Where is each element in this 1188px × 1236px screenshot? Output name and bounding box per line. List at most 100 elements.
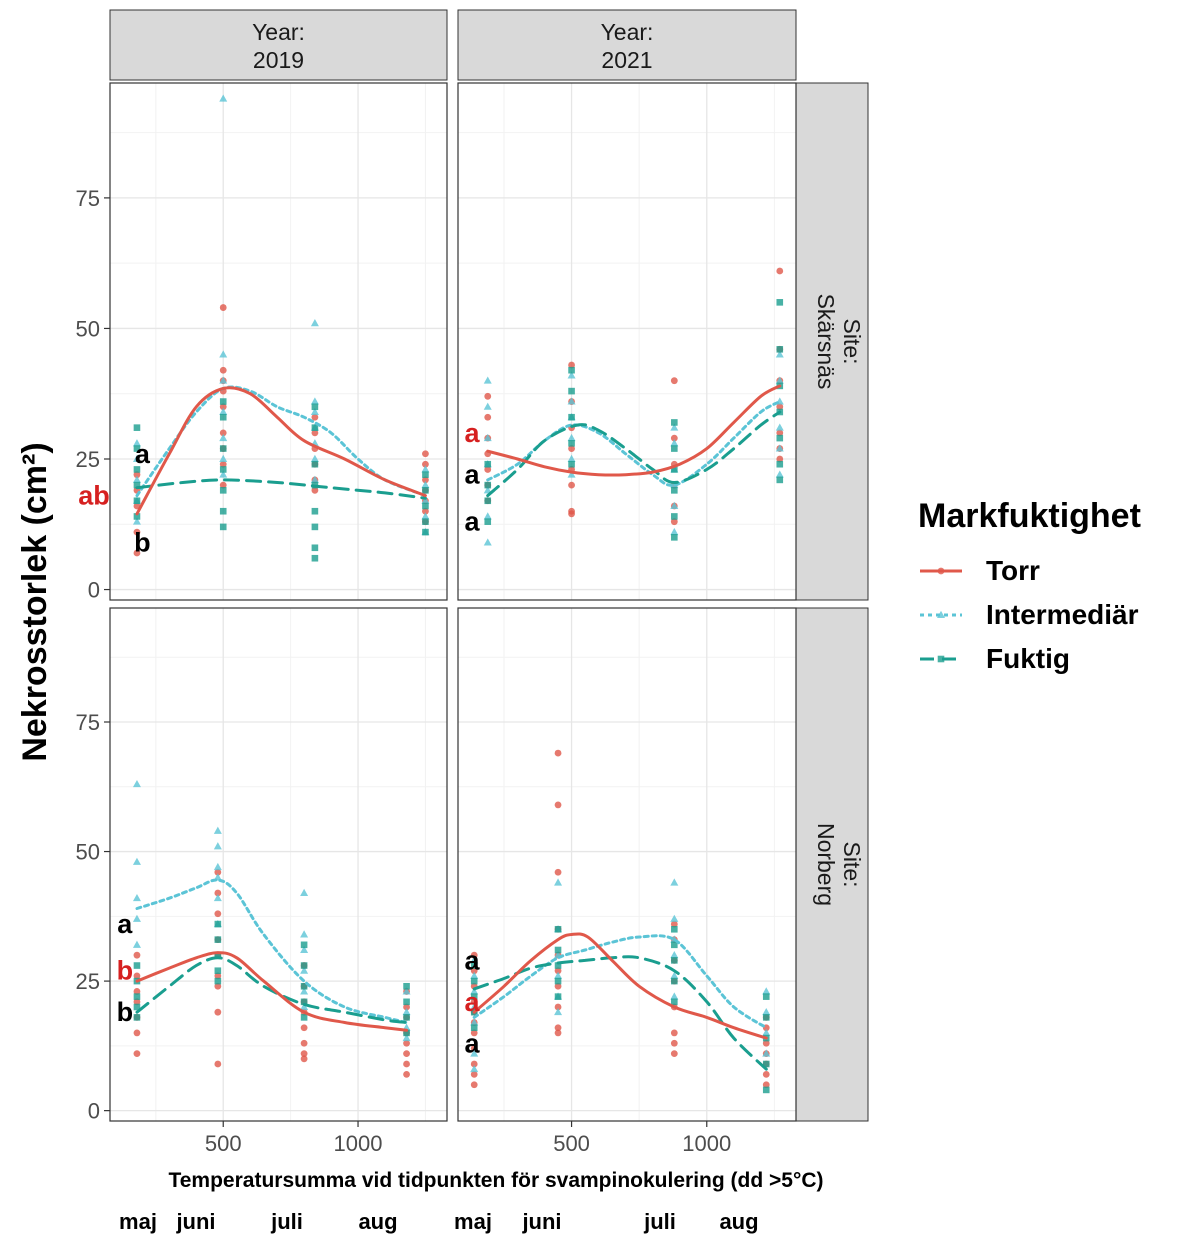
data-point xyxy=(762,1086,770,1094)
data-point xyxy=(762,987,771,995)
data-point xyxy=(133,481,141,489)
data-point xyxy=(214,1008,222,1016)
panel-Skärsnäs-2021: aaa xyxy=(457,82,797,601)
data-point xyxy=(219,481,227,489)
data-point xyxy=(214,936,222,943)
data-point xyxy=(132,517,141,525)
data-point xyxy=(403,1060,410,1068)
data-point xyxy=(470,1060,478,1068)
month-label: maj xyxy=(119,1209,157,1234)
data-point xyxy=(219,445,227,452)
data-point xyxy=(214,868,222,876)
data-point xyxy=(937,655,945,663)
series-points-Intermediär xyxy=(132,779,411,1042)
data-point xyxy=(219,487,227,494)
legend-label: Fuktig xyxy=(986,643,1070,674)
series-points-Fuktig xyxy=(133,920,410,1037)
significance-letter: a xyxy=(465,1028,481,1058)
series-points-Intermediär xyxy=(132,94,430,536)
data-point xyxy=(403,982,410,990)
data-point xyxy=(776,434,784,442)
data-point xyxy=(568,481,575,489)
data-point xyxy=(776,460,784,468)
data-point xyxy=(403,1050,410,1058)
significance-letter: b xyxy=(117,956,134,986)
data-point xyxy=(219,304,227,311)
series-line-Fuktig xyxy=(135,956,409,1024)
data-point xyxy=(568,387,575,395)
data-point xyxy=(310,407,319,415)
significance-letter: a xyxy=(117,909,133,939)
data-point xyxy=(567,433,576,442)
strip-label: Site: xyxy=(839,841,865,887)
legend: Markfuktighet Torr Intermediär Fuktig xyxy=(918,497,1141,674)
y-tick-label: 75 xyxy=(76,710,100,735)
data-point xyxy=(776,346,784,353)
facet-strip-site-0: Site:Skärsnäs xyxy=(795,82,869,601)
data-point xyxy=(554,1024,562,1032)
data-point xyxy=(422,450,429,458)
data-point xyxy=(567,454,576,462)
data-point xyxy=(133,497,141,505)
data-point xyxy=(567,397,576,405)
data-point xyxy=(670,1050,678,1058)
data-point xyxy=(214,982,222,990)
significance-letter: a xyxy=(135,439,151,469)
data-point xyxy=(775,423,784,431)
legend-entry-Torr: Torr xyxy=(920,555,1040,586)
data-point xyxy=(402,1033,411,1042)
y-tick-label: 0 xyxy=(88,578,100,603)
data-point xyxy=(311,413,319,421)
data-point xyxy=(671,998,678,1006)
month-label: juli xyxy=(643,1209,676,1234)
data-point xyxy=(421,512,430,520)
data-point xyxy=(554,946,562,954)
strip-label: 2021 xyxy=(601,47,652,73)
data-point xyxy=(133,1029,141,1037)
data-point xyxy=(300,930,309,938)
data-point xyxy=(403,1070,410,1078)
data-point xyxy=(776,267,784,275)
data-point xyxy=(670,1029,678,1037)
data-point xyxy=(403,1039,410,1047)
data-point xyxy=(219,398,227,405)
data-point xyxy=(671,419,678,426)
data-point xyxy=(219,94,228,102)
data-point xyxy=(670,423,679,431)
data-point xyxy=(133,962,141,969)
data-point xyxy=(671,925,678,933)
data-point xyxy=(554,925,562,933)
data-point xyxy=(484,460,492,468)
panel-background xyxy=(458,83,796,600)
data-point xyxy=(776,299,784,306)
data-point xyxy=(300,982,308,990)
data-point xyxy=(133,466,141,473)
month-label: aug xyxy=(719,1209,758,1234)
data-point xyxy=(422,487,429,494)
data-point xyxy=(937,610,945,618)
data-point xyxy=(470,962,478,969)
significance-letter: b xyxy=(117,997,134,1027)
data-point xyxy=(776,429,784,437)
series-points-Fuktig xyxy=(133,398,429,562)
data-point xyxy=(133,549,141,557)
data-point xyxy=(671,977,678,985)
data-point xyxy=(762,1081,770,1089)
legend-label: Torr xyxy=(986,555,1040,586)
series-line-Torr xyxy=(135,386,427,516)
significance-letter: a xyxy=(465,460,481,490)
data-point xyxy=(214,1060,222,1068)
data-point xyxy=(470,977,478,985)
data-point xyxy=(670,501,679,509)
x-tick-label: 1000 xyxy=(334,1131,383,1156)
data-point xyxy=(213,826,222,834)
data-point xyxy=(300,1055,308,1063)
data-point xyxy=(671,513,678,520)
data-point xyxy=(132,893,141,902)
data-point xyxy=(937,567,945,575)
data-point xyxy=(219,523,227,531)
data-point xyxy=(554,878,563,886)
data-point xyxy=(219,470,228,478)
data-point xyxy=(670,439,679,447)
